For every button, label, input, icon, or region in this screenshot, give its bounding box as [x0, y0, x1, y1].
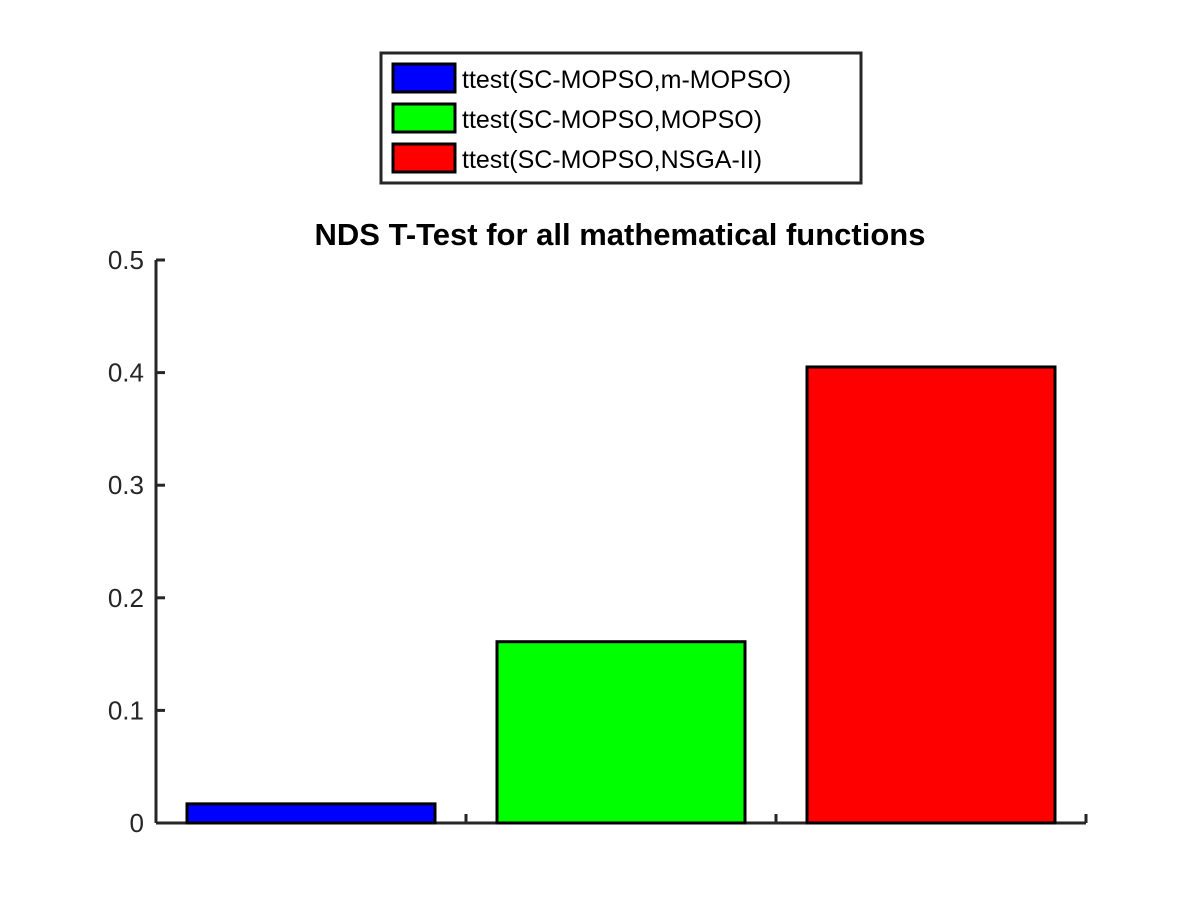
bars: [185, 365, 1057, 825]
bar: [185, 802, 437, 825]
chart-title: NDS T-Test for all mathematical function…: [315, 217, 926, 252]
legend-swatch: [391, 62, 457, 94]
legend: ttest(SC-MOPSO,m-MOPSO) ttest(SC-MOPSO,MO…: [379, 51, 863, 185]
y-tick-label: 0: [130, 808, 144, 838]
y-tick-label: 0.4: [108, 358, 144, 388]
legend-label: ttest(SC-MOPSO,m-MOPSO): [462, 66, 791, 94]
legend-swatch: [391, 142, 457, 174]
legend-label: ttest(SC-MOPSO,MOPSO): [462, 106, 762, 134]
legend-box: [379, 51, 863, 185]
legend-swatch: [391, 102, 457, 134]
y-tick-label: 0.3: [108, 470, 144, 500]
y-tick-label: 0.1: [108, 695, 144, 725]
legend-label: ttest(SC-MOPSO,NSGA-II): [462, 146, 762, 174]
bar: [495, 640, 747, 825]
y-tick-label: 0.2: [108, 583, 144, 613]
bar: [805, 365, 1057, 825]
y-tick-label: 0.5: [108, 245, 144, 275]
